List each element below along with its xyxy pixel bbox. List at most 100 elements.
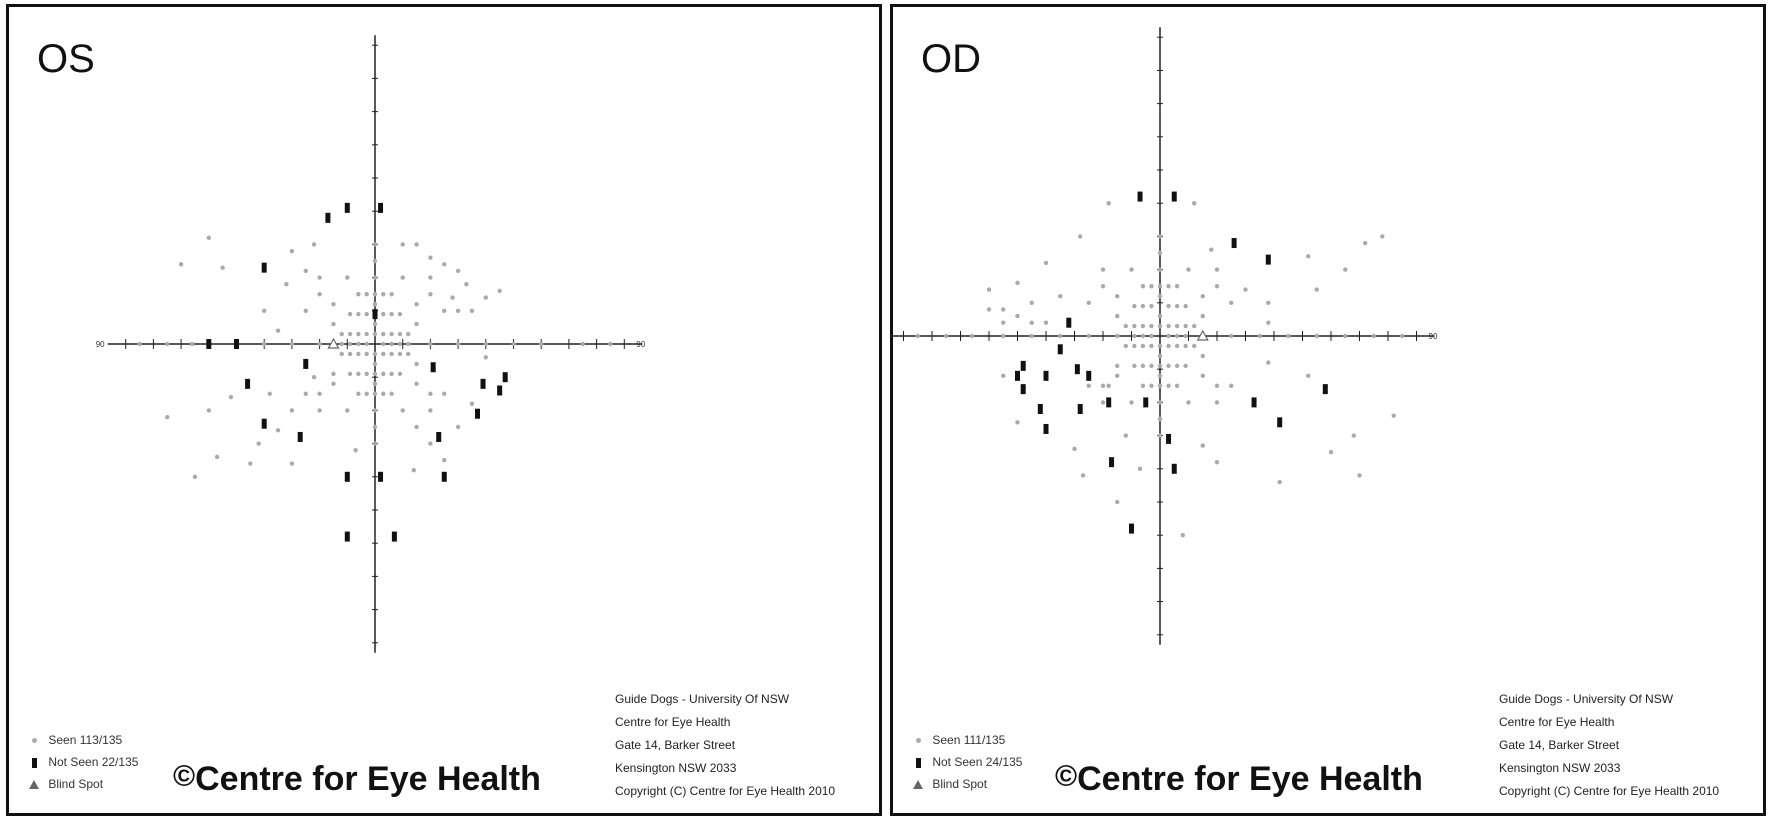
seen-point bbox=[1166, 333, 1171, 339]
seen-point bbox=[1391, 413, 1396, 418]
seen-point bbox=[411, 467, 416, 473]
seen-point bbox=[428, 255, 433, 260]
seen-point bbox=[1029, 300, 1034, 305]
seen-point bbox=[1149, 284, 1154, 289]
not-seen-point bbox=[1057, 344, 1063, 355]
eye-label-od: OD bbox=[921, 37, 981, 81]
seen-point bbox=[1086, 383, 1091, 388]
legend-seen: Seen 111/135 bbox=[907, 729, 1022, 751]
seen-point bbox=[331, 381, 336, 387]
seen-point bbox=[381, 391, 386, 396]
seen-point bbox=[1200, 353, 1205, 359]
seen-point bbox=[165, 414, 170, 420]
seen-point bbox=[1306, 373, 1311, 379]
seen-point bbox=[1214, 383, 1220, 388]
seen-point bbox=[1058, 333, 1063, 339]
seen-point bbox=[414, 301, 419, 307]
legend-seen-label: Seen 111/135 bbox=[932, 733, 1006, 747]
blind-spot-point bbox=[1196, 329, 1209, 341]
not-seen-point bbox=[245, 378, 251, 389]
seen-point bbox=[256, 441, 261, 446]
not-seen-point bbox=[1077, 404, 1083, 415]
not-seen-point bbox=[372, 309, 378, 320]
seen-point bbox=[915, 333, 920, 339]
seen-point bbox=[289, 461, 295, 466]
seen-point bbox=[214, 454, 220, 460]
seen-point bbox=[1186, 400, 1191, 405]
seen-point bbox=[1140, 383, 1146, 388]
seen-point bbox=[347, 331, 353, 337]
seen-point bbox=[428, 292, 433, 297]
seen-point bbox=[381, 292, 386, 297]
seen-point bbox=[1043, 320, 1049, 325]
not-seen-mark-icon bbox=[915, 757, 921, 768]
seen-point bbox=[1214, 459, 1220, 465]
seen-point bbox=[1132, 303, 1137, 309]
seen-point bbox=[1166, 284, 1171, 289]
seen-point bbox=[317, 275, 322, 280]
legend-not-seen-label: Not Seen 24/135 bbox=[932, 755, 1023, 769]
seen-point bbox=[1078, 234, 1083, 239]
seen-point bbox=[1157, 234, 1163, 239]
seen-point bbox=[1149, 363, 1154, 369]
seen-point bbox=[428, 391, 433, 396]
seen-point bbox=[356, 292, 361, 297]
seen-point bbox=[455, 268, 461, 274]
seen-point bbox=[347, 311, 353, 317]
seen-point bbox=[1157, 373, 1163, 379]
seen-point bbox=[1343, 267, 1348, 272]
seen-point bbox=[406, 351, 411, 357]
not-seen-point bbox=[1231, 238, 1237, 249]
seen-point bbox=[483, 355, 488, 360]
not-seen-point bbox=[474, 408, 480, 419]
seen-point bbox=[1229, 383, 1234, 388]
address-line: Guide Dogs - University Of NSW bbox=[1499, 692, 1674, 706]
seen-point bbox=[364, 351, 369, 357]
seen-point bbox=[389, 391, 394, 396]
seen-point bbox=[1183, 323, 1188, 329]
seen-point bbox=[1115, 499, 1120, 505]
not-seen-point bbox=[497, 385, 503, 396]
seen-dot-icon bbox=[915, 738, 921, 744]
seen-point bbox=[289, 408, 295, 413]
seen-point bbox=[1001, 373, 1006, 379]
seen-point bbox=[356, 341, 361, 347]
seen-point bbox=[1001, 333, 1006, 339]
seen-point bbox=[303, 308, 308, 313]
axis-end-label-right: 90 bbox=[636, 340, 645, 349]
seen-point bbox=[1149, 383, 1154, 388]
legend-blind-spot-label: Blind Spot bbox=[48, 777, 104, 791]
seen-point bbox=[1229, 333, 1234, 339]
address-block-os: Guide Dogs - University Of NSW Centre fo… bbox=[615, 688, 835, 803]
not-seen-point bbox=[261, 262, 267, 273]
seen-point bbox=[442, 308, 447, 313]
not-seen-point bbox=[378, 202, 384, 213]
seen-point bbox=[372, 331, 378, 337]
seen-point bbox=[206, 408, 211, 413]
seen-point bbox=[248, 461, 253, 466]
legend-blind-spot: Blind Spot bbox=[23, 773, 138, 795]
not-seen-point bbox=[303, 358, 309, 369]
seen-point bbox=[397, 311, 403, 317]
not-seen-point bbox=[1043, 423, 1049, 434]
copyright-symbol: © bbox=[173, 760, 196, 793]
not-seen-point bbox=[1020, 384, 1026, 395]
seen-point bbox=[1266, 300, 1271, 305]
seen-point bbox=[317, 341, 322, 347]
seen-point bbox=[311, 242, 317, 247]
seen-point bbox=[464, 282, 469, 287]
not-seen-point bbox=[1171, 463, 1177, 474]
seen-point bbox=[1200, 443, 1205, 448]
not-seen-point bbox=[502, 372, 508, 383]
seen-point bbox=[267, 391, 272, 396]
seen-point bbox=[372, 292, 378, 297]
seen-point bbox=[317, 391, 322, 396]
seen-point bbox=[1015, 313, 1020, 319]
not-seen-point bbox=[234, 339, 239, 349]
seen-point bbox=[372, 408, 378, 413]
seen-point bbox=[1400, 333, 1405, 339]
not-seen-point bbox=[1074, 364, 1080, 375]
seen-point bbox=[1123, 343, 1128, 349]
seen-point bbox=[1183, 343, 1188, 349]
